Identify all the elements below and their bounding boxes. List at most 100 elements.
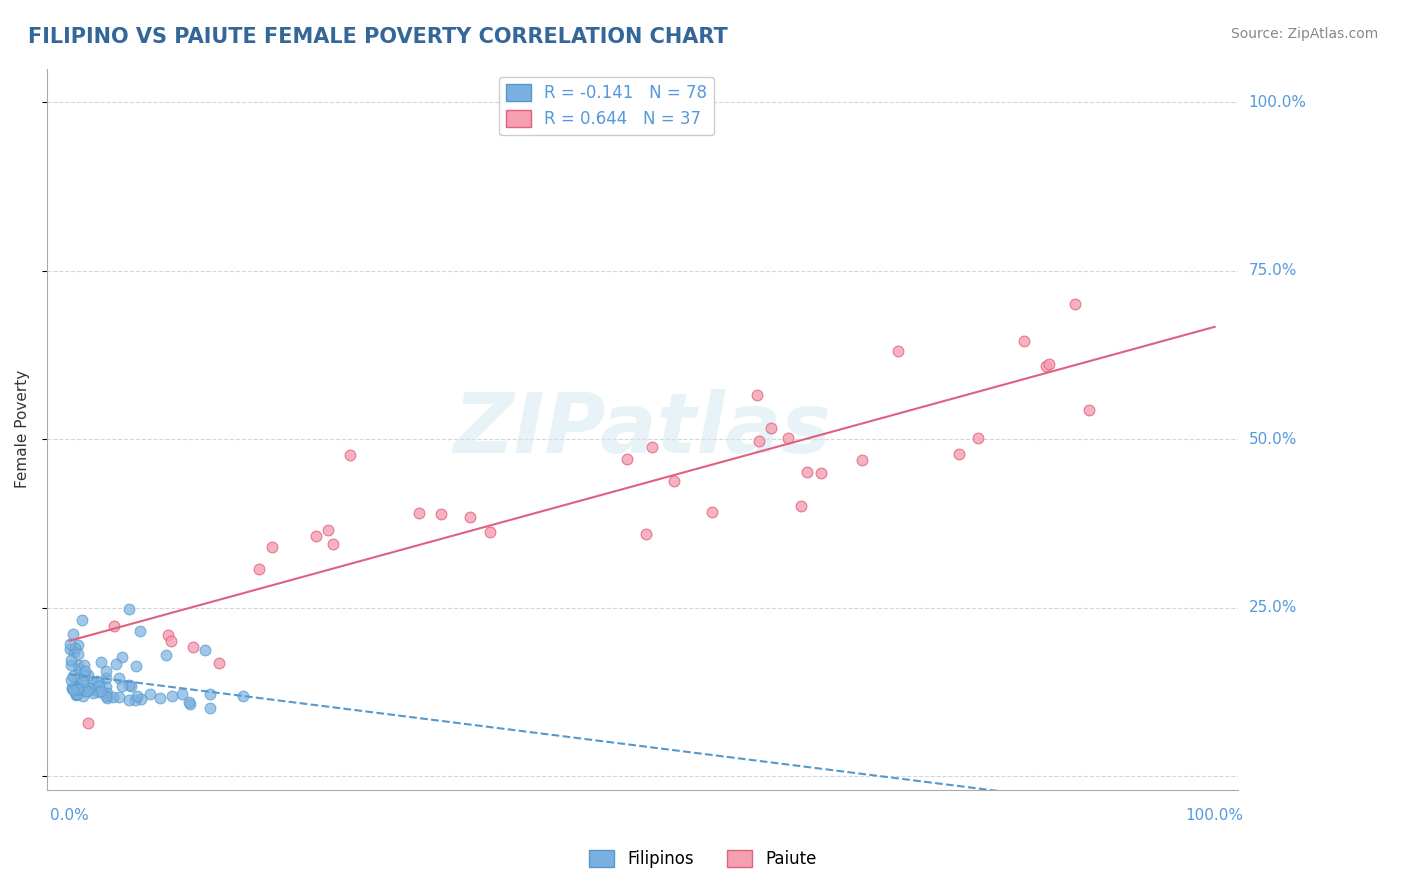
Point: [62, 682, 84, 697]
Text: Source: ZipAtlas.com: Source: ZipAtlas.com: [1230, 27, 1378, 41]
Point: [118, 692, 141, 706]
Point: [60, 681, 83, 695]
Point: [66, 672, 89, 686]
Point: [634, 527, 657, 541]
Point: [1064, 297, 1087, 311]
Point: [65, 681, 87, 696]
Point: [208, 657, 231, 671]
Point: [66, 658, 89, 673]
Point: [59, 641, 82, 656]
Text: 25.0%: 25.0%: [1249, 600, 1296, 615]
Point: [887, 343, 910, 358]
Point: [96, 691, 118, 706]
Point: [66, 647, 89, 661]
Text: 75.0%: 75.0%: [1249, 263, 1296, 278]
Point: [127, 689, 149, 703]
Point: [111, 650, 134, 665]
Point: [101, 690, 124, 704]
Text: 50.0%: 50.0%: [1249, 432, 1296, 447]
Point: [1035, 359, 1057, 373]
Point: [198, 700, 221, 714]
Point: [73, 658, 96, 673]
Point: [177, 695, 200, 709]
Point: [747, 388, 769, 402]
Point: [66, 688, 89, 702]
Point: [103, 619, 125, 633]
Point: [96, 686, 118, 700]
Text: FILIPINO VS PAIUTE FEMALE POVERTY CORRELATION CHART: FILIPINO VS PAIUTE FEMALE POVERTY CORREL…: [28, 27, 728, 46]
Point: [62, 627, 84, 641]
Point: [702, 505, 724, 519]
Point: [59, 653, 82, 667]
Point: [72, 689, 94, 703]
Legend: Filipinos, Paiute: Filipinos, Paiute: [582, 843, 824, 875]
Point: [79, 681, 101, 695]
Point: [160, 633, 183, 648]
Point: [65, 681, 87, 695]
Point: [149, 691, 172, 706]
Point: [181, 640, 204, 654]
Point: [170, 687, 193, 701]
Point: [67, 682, 90, 697]
Text: 0.0%: 0.0%: [51, 808, 89, 823]
Point: [796, 465, 818, 479]
Point: [60, 673, 83, 687]
Text: ZIPatlas: ZIPatlas: [453, 389, 831, 470]
Point: [129, 624, 152, 638]
Point: [94, 689, 117, 703]
Point: [616, 451, 638, 466]
Point: [96, 671, 118, 685]
Point: [479, 525, 502, 540]
Y-axis label: Female Poverty: Female Poverty: [15, 370, 30, 488]
Point: [65, 688, 87, 702]
Point: [60, 681, 83, 696]
Point: [160, 689, 183, 703]
Point: [82, 686, 104, 700]
Point: [77, 681, 100, 695]
Point: [60, 658, 83, 673]
Point: [761, 421, 783, 435]
Point: [86, 674, 108, 689]
Point: [155, 648, 177, 663]
Point: [322, 537, 344, 551]
Point: [948, 447, 970, 461]
Point: [1077, 403, 1099, 417]
Point: [776, 431, 799, 445]
Point: [1038, 357, 1060, 371]
Text: 100.0%: 100.0%: [1249, 95, 1306, 110]
Point: [118, 602, 141, 616]
Point: [967, 432, 990, 446]
Legend: R = -0.141   N = 78, R = 0.644   N = 37: R = -0.141 N = 78, R = 0.644 N = 37: [499, 77, 714, 135]
Point: [107, 690, 129, 704]
Point: [72, 674, 94, 689]
Point: [83, 682, 105, 697]
Point: [90, 683, 112, 698]
Point: [90, 655, 112, 669]
Point: [63, 640, 86, 655]
Point: [129, 692, 152, 706]
Point: [194, 643, 217, 657]
Point: [89, 676, 111, 690]
Point: [429, 507, 451, 521]
Point: [120, 679, 142, 693]
Point: [305, 529, 328, 543]
Point: [748, 434, 770, 449]
Point: [179, 697, 201, 711]
Point: [111, 679, 134, 693]
Point: [316, 523, 339, 537]
Point: [67, 662, 90, 676]
Point: [232, 689, 254, 703]
Point: [62, 645, 84, 659]
Point: [662, 475, 685, 489]
Point: [62, 668, 84, 682]
Point: [124, 693, 146, 707]
Point: [76, 683, 98, 698]
Point: [810, 466, 832, 480]
Point: [67, 681, 90, 695]
Point: [156, 628, 179, 642]
Point: [59, 637, 82, 651]
Point: [73, 684, 96, 698]
Point: [96, 664, 118, 678]
Point: [94, 681, 117, 695]
Point: [73, 668, 96, 682]
